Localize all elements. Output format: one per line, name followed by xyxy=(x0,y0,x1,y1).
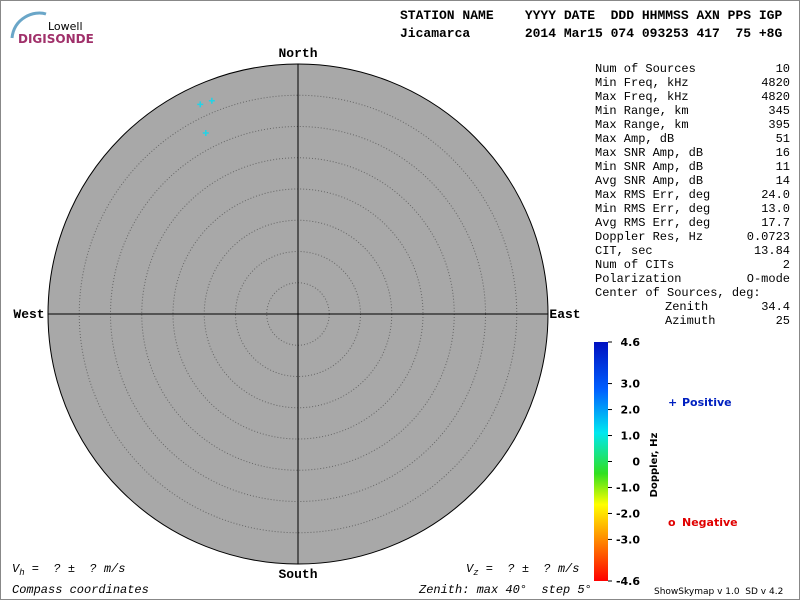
stat-label: Min SNR Amp, dB xyxy=(595,160,703,174)
logo-swoosh xyxy=(10,11,47,39)
stat-value: 10 xyxy=(776,62,790,76)
colorbar-tick-label: -3.0 xyxy=(616,533,640,546)
source xyxy=(202,130,209,137)
version: ShowSkymap v 1.0 SD v 4.2 xyxy=(654,587,783,597)
legend-label: Negative xyxy=(682,516,738,529)
logo-top: Lowell xyxy=(48,20,83,33)
stat-value: 14 xyxy=(776,174,790,188)
skymap xyxy=(47,63,549,565)
stat-value: 51 xyxy=(776,132,790,146)
stat-label: Max Freq, kHz xyxy=(595,90,689,104)
stat-label: CIT, sec xyxy=(595,244,653,258)
colorbar-tick-label: 2.0 xyxy=(621,404,641,417)
stat-value: 13.0 xyxy=(761,202,790,216)
coordinates: Compass coordinates xyxy=(12,583,149,597)
legend-symbol: + xyxy=(668,396,677,409)
colorbar xyxy=(594,342,608,581)
stat-value: 13.84 xyxy=(754,244,790,258)
velocity-text: = ? ± ? m/s xyxy=(25,562,126,576)
source xyxy=(197,101,204,108)
stat-label: Num of Sources xyxy=(595,62,696,76)
stat-value: 4820 xyxy=(761,76,790,90)
stat-value: 345 xyxy=(768,104,790,118)
compass-label: North xyxy=(278,46,317,61)
colorbar-tick-label: -4.6 xyxy=(616,575,640,588)
compass-label: South xyxy=(278,567,317,582)
header-line: Jicamarca 2014 Mar15 074 093253 417 75 +… xyxy=(400,26,782,41)
legend-label: Positive xyxy=(682,396,732,409)
colorbar-tick-label: -2.0 xyxy=(616,507,640,520)
stat-value: 16 xyxy=(776,146,790,160)
velocity-symbol: V xyxy=(12,562,21,576)
stat-label: Polarization xyxy=(595,272,681,286)
stat-label: Center of Sources, deg: xyxy=(595,286,761,300)
velocity-subscript: h xyxy=(19,568,24,578)
colorbar-tick-label: 0 xyxy=(632,456,640,469)
velocity: Vz = ? ± ? m/s xyxy=(466,562,579,578)
stat-value: 0.0723 xyxy=(747,230,790,244)
stat-value: 4820 xyxy=(761,90,790,104)
velocity-symbol: V xyxy=(466,562,475,576)
stat-label: Min RMS Err, deg xyxy=(595,202,710,216)
stat-value: 2 xyxy=(783,258,790,272)
stat-value: 17.7 xyxy=(761,216,790,230)
stat-label: Min Freq, kHz xyxy=(595,76,689,90)
colorbar-tick-label: -1.0 xyxy=(616,481,640,494)
stat-label: Azimuth xyxy=(665,314,715,328)
velocity-subscript: z xyxy=(473,568,478,578)
stat-label: Doppler Res, Hz xyxy=(595,230,703,244)
stat-label: Zenith xyxy=(665,300,708,314)
stat-value: 395 xyxy=(768,118,790,132)
stat-label: Max Range, km xyxy=(595,118,689,132)
velocity-text: = ? ± ? m/s xyxy=(479,562,580,576)
colorbar-tick-label: 4.6 xyxy=(621,336,641,349)
source xyxy=(208,97,215,104)
stat-label: Avg RMS Err, deg xyxy=(595,216,710,230)
stat-label: Avg SNR Amp, dB xyxy=(595,174,703,188)
stat-label: Max RMS Err, deg xyxy=(595,188,710,202)
stat-label: Max Amp, dB xyxy=(595,132,674,146)
legend-symbol: o xyxy=(668,516,676,529)
colorbar-title: Doppler, Hz xyxy=(649,433,660,498)
compass-label: West xyxy=(13,307,44,322)
stat-value: 11 xyxy=(776,160,790,174)
stat-value: 25 xyxy=(776,314,790,328)
stat-value: 24.0 xyxy=(761,188,790,202)
colorbar-tick-label: 3.0 xyxy=(621,378,641,391)
stat-value: 34.4 xyxy=(761,300,790,314)
compass-label: East xyxy=(549,307,580,322)
stat-label: Num of CITs xyxy=(595,258,674,272)
colorbar-tick-label: 1.0 xyxy=(621,430,641,443)
stat-value: O-mode xyxy=(747,272,790,286)
header-line: STATION NAME YYYY DATE DDD HHMMSS AXN PP… xyxy=(400,8,782,23)
zenith-info: Zenith: max 40° step 5° xyxy=(418,583,592,597)
logo-bottom: DIGISONDE xyxy=(18,32,94,46)
stat-label: Max SNR Amp, dB xyxy=(595,146,703,160)
stat-label: Min Range, km xyxy=(595,104,689,118)
velocity: Vh = ? ± ? m/s xyxy=(12,562,125,578)
